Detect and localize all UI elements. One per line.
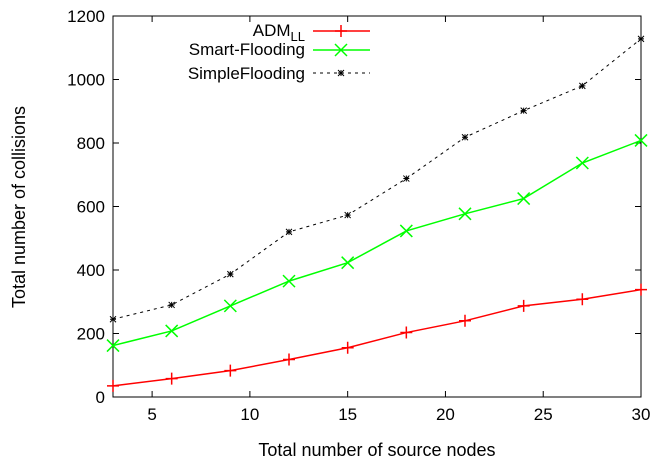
data-point-smart-flooding [223, 299, 237, 313]
data-point-simple-flooding [168, 301, 176, 309]
data-point-smart-flooding [282, 274, 296, 288]
data-point-adm [635, 283, 647, 296]
y-tick-label: 800 [77, 134, 105, 153]
legend-marker-adm [335, 25, 347, 37]
data-point-smart-flooding [165, 324, 179, 338]
data-point-adm [459, 314, 471, 327]
y-tick-label: 600 [77, 198, 105, 217]
series-line-simple-flooding [112, 38, 642, 320]
data-point-smart-flooding [634, 133, 648, 147]
series-line-smart-flooding [112, 139, 642, 347]
data-point-simple-flooding [285, 228, 293, 236]
data-point-simple-flooding [637, 35, 645, 43]
x-tick-label: 10 [240, 405, 259, 424]
data-point-adm [224, 364, 237, 377]
data-point-smart-flooding [458, 207, 472, 221]
x-tick-label: 20 [436, 405, 455, 424]
x-tick-label: 15 [338, 405, 357, 424]
data-point-simple-flooding [578, 82, 586, 90]
series-line-adm [112, 288, 642, 387]
data-point-smart-flooding [399, 224, 413, 238]
axis-ticks: 5 10 15 20 25 30 0 200 400 600 800 1000 1200 [67, 7, 650, 424]
series-smart-flooding [106, 133, 648, 353]
y-tick-label: 200 [77, 325, 105, 344]
data-point-adm [576, 293, 589, 306]
x-tick-label: 25 [534, 405, 553, 424]
x-tick-label: 30 [632, 405, 651, 424]
y-tick-label: 1200 [67, 7, 105, 26]
y-axis-title: Total number of collisions [9, 106, 29, 308]
data-point-adm [400, 326, 413, 339]
x-axis-title: Total number of source nodes [258, 440, 495, 460]
legend-samples [313, 25, 370, 77]
y-tick-label: 1000 [67, 71, 105, 90]
legend-marker-smart-flooding [334, 43, 348, 57]
data-point-adm [517, 299, 530, 312]
data-point-simple-flooding [520, 107, 528, 114]
legend-label-simple-flooding: SimpleFlooding [188, 64, 305, 83]
data-point-simple-flooding [109, 315, 117, 323]
data-point-simple-flooding [402, 175, 410, 182]
data-point-smart-flooding [517, 192, 531, 206]
data-point-simple-flooding [344, 211, 352, 219]
x-tick-label: 5 [147, 405, 156, 424]
legend-label-smart-flooding: Smart-Flooding [189, 40, 305, 59]
y-tick-label: 0 [96, 388, 105, 407]
data-point-smart-flooding [575, 156, 589, 170]
data-point-smart-flooding [106, 339, 120, 353]
series-layer [106, 35, 648, 392]
data-point-simple-flooding [226, 270, 234, 278]
data-point-adm [341, 341, 354, 354]
legend-marker-simple-flooding [337, 69, 345, 77]
y-tick-label: 400 [77, 261, 105, 280]
series-adm [107, 283, 647, 392]
data-point-simple-flooding [461, 133, 469, 141]
data-point-adm [107, 379, 119, 392]
data-point-smart-flooding [341, 256, 355, 270]
legend: ADMLL Smart-Flooding SimpleFlooding [188, 21, 370, 83]
legend-label-adm: ADMLL [253, 21, 305, 44]
data-point-adm [165, 372, 178, 385]
series-simple-flooding [109, 35, 645, 323]
data-point-adm [283, 353, 295, 366]
